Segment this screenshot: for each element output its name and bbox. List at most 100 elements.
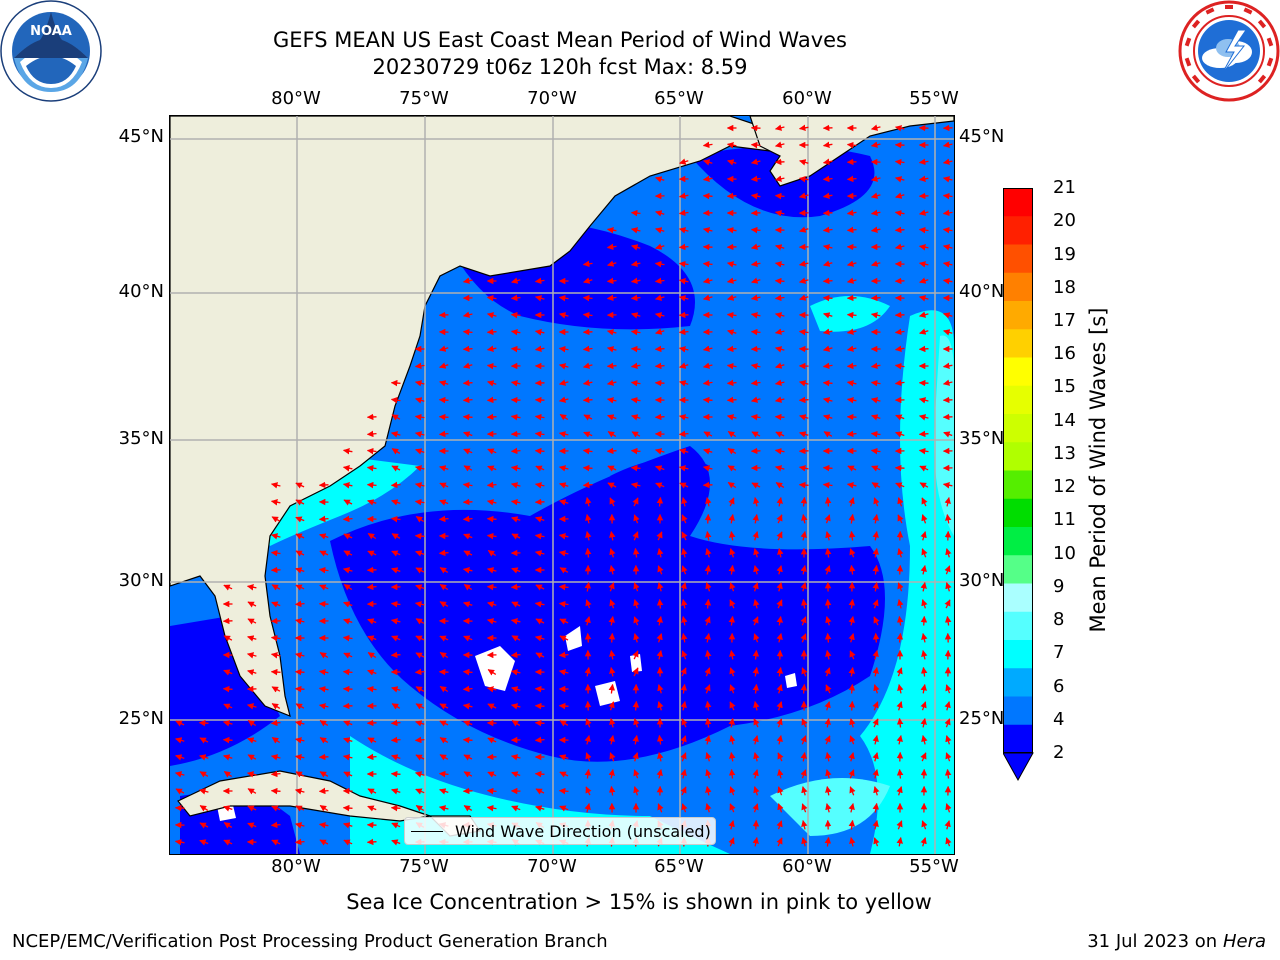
wave-direction-arrow xyxy=(774,379,785,386)
wave-direction-arrow xyxy=(921,649,928,660)
wave-direction-arrow xyxy=(294,685,305,693)
wave-direction-arrow xyxy=(944,496,951,507)
colorbar-block xyxy=(1003,611,1033,641)
wave-direction-arrow xyxy=(630,328,641,336)
wave-direction-arrow xyxy=(535,805,545,812)
wave-direction-arrow xyxy=(942,176,953,183)
wave-direction-arrow xyxy=(702,345,713,352)
wave-direction-arrow xyxy=(870,141,881,148)
wave-direction-arrow xyxy=(319,804,329,812)
wave-direction-arrow xyxy=(606,362,617,370)
wave-direction-arrow xyxy=(822,397,833,404)
wave-direction-arrow xyxy=(487,549,497,557)
wave-direction-arrow xyxy=(822,328,833,335)
wave-direction-arrow xyxy=(559,499,569,506)
wave-direction-arrow xyxy=(679,482,689,489)
wave-direction-arrow xyxy=(753,718,760,728)
wave-direction-arrow xyxy=(391,635,401,642)
wave-direction-arrow xyxy=(800,769,807,779)
wave-direction-arrow xyxy=(777,752,784,762)
wave-direction-arrow xyxy=(558,345,569,353)
wave-direction-arrow xyxy=(558,379,569,386)
machine-name: Hera xyxy=(1222,931,1266,952)
wave-direction-arrow xyxy=(681,803,688,813)
wave-direction-arrow xyxy=(824,547,832,558)
wave-direction-arrow xyxy=(633,514,640,524)
wave-direction-arrow xyxy=(414,362,425,370)
wave-direction-arrow xyxy=(656,531,663,541)
wave-direction-arrow xyxy=(705,496,712,507)
wave-direction-arrow xyxy=(918,414,929,421)
wave-direction-arrow xyxy=(846,175,857,183)
wave-direction-arrow xyxy=(918,345,929,353)
wave-direction-arrow xyxy=(534,736,545,744)
wave-direction-arrow xyxy=(848,683,856,694)
wave-direction-arrow xyxy=(872,649,879,660)
wave-direction-arrow xyxy=(798,380,809,387)
wave-direction-arrow xyxy=(439,601,449,608)
wave-direction-arrow xyxy=(896,717,904,728)
wave-direction-arrow xyxy=(654,362,665,370)
wave-direction-arrow xyxy=(559,413,569,421)
wave-direction-arrow xyxy=(654,413,665,421)
wave-direction-arrow xyxy=(584,768,592,779)
wave-direction-arrow xyxy=(199,771,209,778)
wave-direction-arrow xyxy=(415,788,425,795)
lat-label-left-30n: 30°N xyxy=(118,570,164,591)
wave-direction-arrow xyxy=(294,600,305,608)
wave-direction-arrow xyxy=(726,345,737,353)
wave-direction-arrow xyxy=(198,719,209,727)
wave-direction-arrow xyxy=(799,226,809,233)
colorbar-block xyxy=(1003,498,1033,528)
wave-direction-arrow xyxy=(439,685,449,693)
wave-direction-arrow xyxy=(798,277,809,284)
wave-direction-arrow xyxy=(534,600,545,608)
wave-direction-arrow xyxy=(486,499,497,506)
wave-direction-arrow xyxy=(870,124,881,131)
wave-direction-arrow xyxy=(342,567,353,574)
wave-direction-arrow xyxy=(919,465,929,472)
wave-direction-arrow xyxy=(918,175,929,182)
wave-direction-arrow xyxy=(632,700,640,711)
colorbar-tick-label: 2 xyxy=(1053,742,1065,763)
wave-direction-arrow xyxy=(270,634,281,642)
wave-direction-arrow xyxy=(510,703,521,710)
wave-direction-arrow xyxy=(343,652,353,659)
wave-direction-arrow xyxy=(870,397,881,404)
wave-direction-arrow xyxy=(822,277,833,285)
colorbar-block xyxy=(1003,583,1033,613)
wave-direction-arrow xyxy=(752,649,760,660)
wave-direction-arrow xyxy=(824,565,831,575)
wave-direction-arrow xyxy=(871,465,881,472)
wave-direction-arrow xyxy=(824,836,832,847)
wave-direction-arrow xyxy=(582,260,593,268)
wave-direction-arrow xyxy=(462,703,473,710)
lat-label-right-35n: 35°N xyxy=(959,428,1005,449)
wave-direction-arrow xyxy=(705,803,712,813)
wave-direction-arrow xyxy=(319,737,329,744)
colorbar-tick-label: 17 xyxy=(1053,309,1076,331)
lat-label-right-25n: 25°N xyxy=(959,708,1005,729)
wave-direction-arrow xyxy=(414,413,425,421)
wave-direction-arrow xyxy=(391,533,401,540)
wave-direction-arrow xyxy=(223,703,233,710)
colorbar-block xyxy=(1003,724,1033,754)
lat-label-right-40n: 40°N xyxy=(959,281,1005,302)
wave-direction-arrow xyxy=(295,567,305,574)
wave-direction-arrow xyxy=(775,362,785,369)
wave-direction-arrow xyxy=(824,667,831,677)
wave-direction-arrow xyxy=(342,634,353,642)
wave-direction-arrow xyxy=(774,328,785,335)
wave-direction-arrow xyxy=(534,295,545,302)
wave-direction-arrow xyxy=(896,786,903,796)
wave-direction-arrow xyxy=(633,582,640,592)
wave-direction-arrow xyxy=(870,175,881,182)
wave-direction-arrow xyxy=(896,836,903,847)
wave-direction-arrow xyxy=(751,431,761,438)
wave-direction-arrow xyxy=(319,550,329,557)
wave-direction-arrow xyxy=(678,328,689,336)
wave-direction-arrow xyxy=(824,717,831,728)
wave-direction-arrow xyxy=(942,278,953,285)
wave-direction-arrow xyxy=(343,822,353,829)
wave-direction-arrow xyxy=(870,362,881,369)
